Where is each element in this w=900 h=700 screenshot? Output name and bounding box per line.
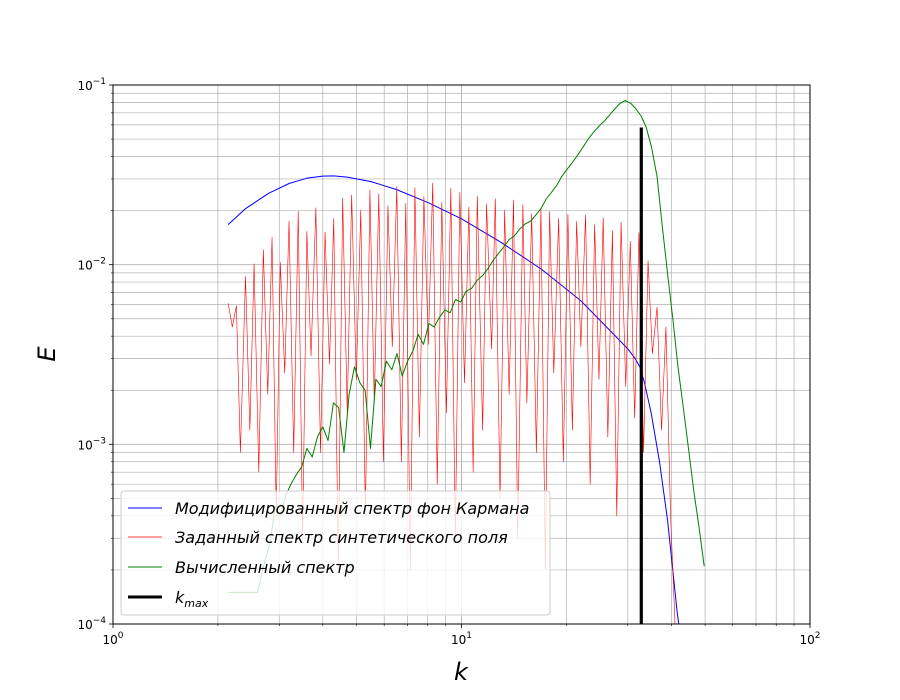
legend-kmax-sub: max — [184, 597, 208, 610]
tick-base: 10 — [102, 633, 117, 647]
x-axis-label: k — [454, 658, 469, 686]
legend: Модифицированный спектр фон Кармана Зада… — [120, 490, 551, 616]
legend-label-von-karman: Модифицированный спектр фон Кармана — [175, 499, 529, 518]
legend-label-kmax: kmax — [175, 588, 209, 610]
series-layer — [227, 99, 705, 624]
tick-exponent: −1 — [93, 77, 106, 87]
legend-kmax-base: k — [175, 588, 185, 607]
x-tick-label: 101 — [451, 631, 472, 647]
x-axis: 100 101 102 — [102, 624, 821, 647]
legend-label-computed: Вычисленный спектр — [175, 558, 355, 577]
y-tick-label: 10−3 — [77, 436, 106, 452]
y-tick-label: 10−2 — [77, 257, 106, 273]
tick-base: 10 — [799, 633, 814, 647]
tick-exponent: 2 — [815, 631, 821, 641]
tick-base: 10 — [77, 438, 92, 452]
tick-base: 10 — [77, 259, 92, 273]
legend-label-target: Заданный спектр синтетического поля — [175, 528, 508, 547]
tick-exponent: −3 — [93, 436, 106, 446]
tick-exponent: −2 — [93, 257, 106, 267]
tick-exponent: 0 — [118, 631, 124, 641]
x-tick-label: 102 — [799, 631, 820, 647]
series-line-von-karman — [227, 175, 680, 624]
tick-base: 10 — [451, 633, 466, 647]
series-line-computed — [228, 99, 705, 593]
series-line-target — [227, 182, 676, 624]
tick-base: 10 — [77, 79, 92, 93]
y-tick-label: 10−4 — [77, 616, 106, 632]
legend-box — [120, 490, 551, 616]
y-axis: 10−410−310−210−1 — [77, 77, 113, 632]
tick-base: 10 — [77, 618, 92, 632]
y-tick-label: 10−1 — [77, 77, 106, 93]
x-tick-label: 100 — [102, 631, 123, 647]
y-axis-label: E — [33, 346, 61, 362]
tick-exponent: −4 — [93, 616, 107, 626]
tick-exponent: 1 — [466, 631, 472, 641]
